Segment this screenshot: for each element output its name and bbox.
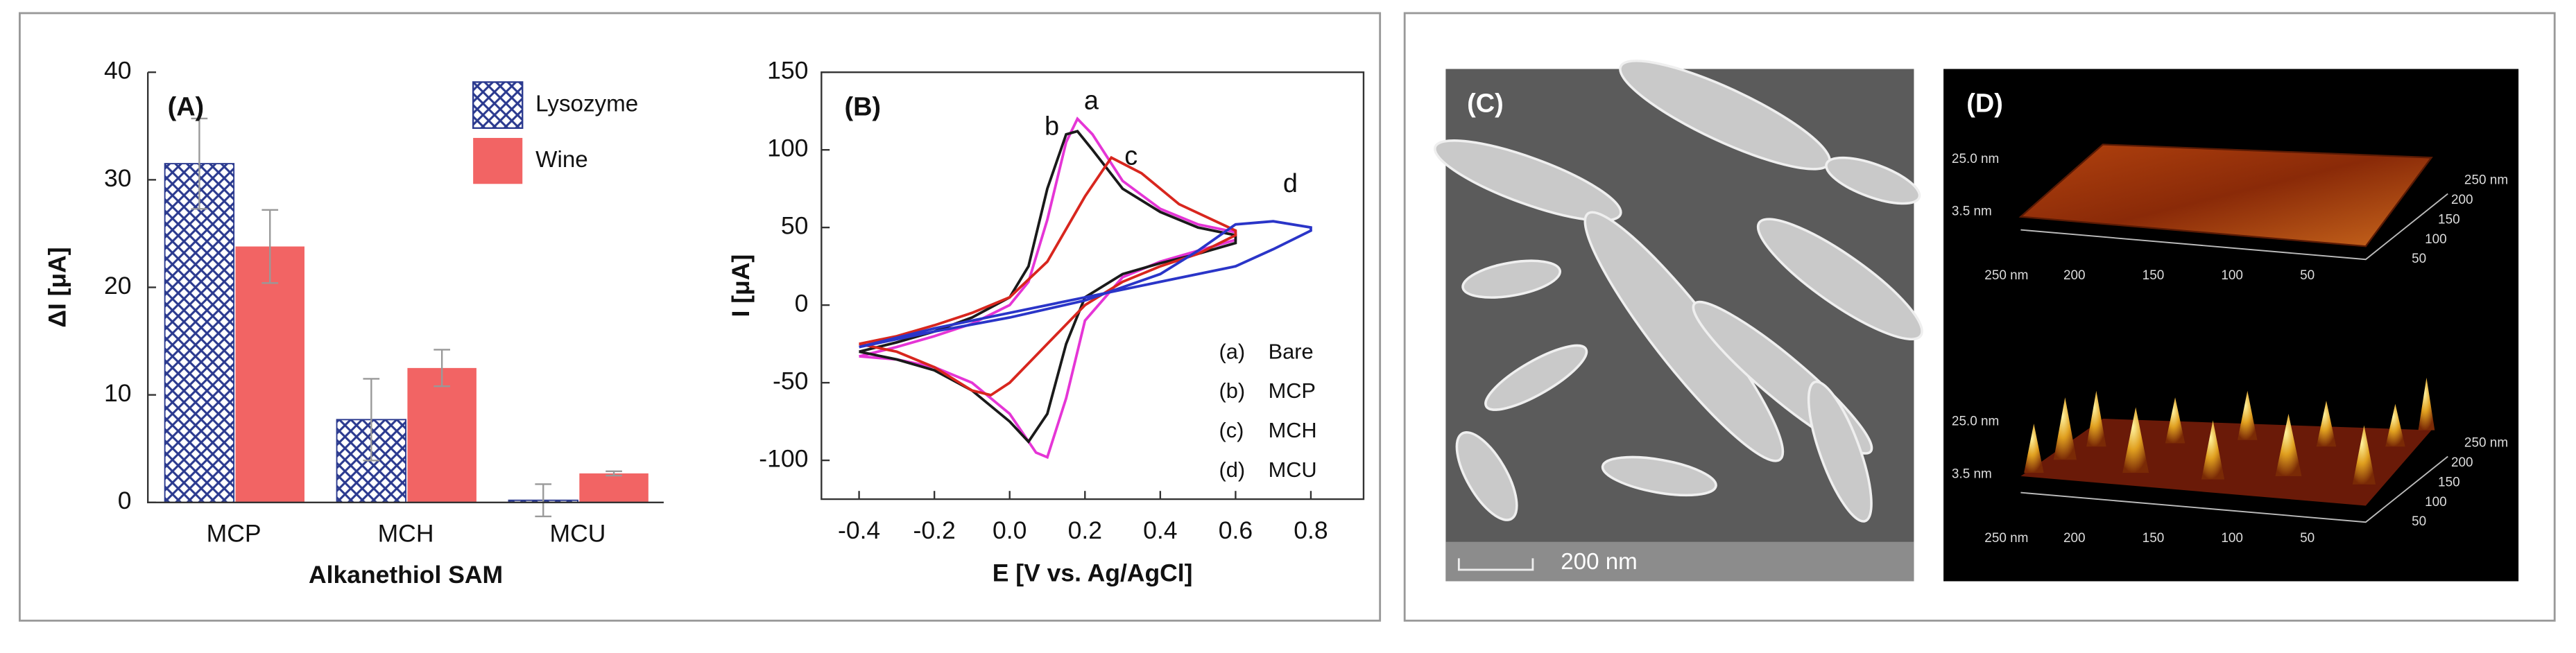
- afm-labels: 25.0 nm 3.5 nm 250 nm 200 150 100 50 250 nm 200 1…: [1952, 152, 2508, 546]
- afm-z-label: 25.0 nm: [1952, 152, 1999, 166]
- afm-y-label: 150: [2438, 475, 2460, 489]
- curve-label: c: [1124, 141, 1137, 171]
- error-bar: [191, 117, 208, 210]
- afm-z-label: 25.0 nm: [1952, 415, 1999, 429]
- panel-label: (D): [1966, 89, 2003, 119]
- panel-label: (C): [1467, 89, 1504, 119]
- legend-label: MCP: [1269, 378, 1316, 403]
- legend-label: Lysozyme: [535, 91, 638, 116]
- afm-x-label: 100: [2221, 531, 2243, 546]
- afm-axes: [2020, 455, 2448, 523]
- x-tick-label: MCH: [378, 520, 434, 548]
- x-tick-label: 0.0: [993, 516, 1027, 544]
- curve-label: d: [1283, 169, 1298, 198]
- x-axis-label: E [V vs. Ag/AgCl]: [993, 559, 1193, 586]
- y-tick-label: 0: [795, 290, 809, 317]
- panel-label: (A): [168, 92, 205, 121]
- afm-y-label: 150: [2438, 212, 2460, 227]
- x-tick-label: -0.2: [913, 516, 956, 544]
- y-tick-label: 0: [118, 487, 132, 514]
- y-tick-label: 150: [767, 57, 808, 85]
- afm-y-label: 100: [2425, 495, 2447, 510]
- y-tick-label: 20: [104, 272, 132, 299]
- panel-label: (B): [844, 92, 881, 121]
- error-bar: [363, 378, 380, 462]
- legend-key: (c): [1219, 418, 1244, 442]
- afm-y-label: 50: [2412, 252, 2426, 266]
- afm-spikes: [2024, 377, 2435, 485]
- legend-label: MCH: [1269, 418, 1317, 442]
- legend-swatch: [473, 137, 523, 184]
- error-bar: [535, 483, 552, 518]
- x-tick-label: 0.6: [1219, 516, 1253, 544]
- legend-label: Bare: [1269, 339, 1314, 363]
- bar: [407, 367, 476, 503]
- afm-x-label: 200: [2063, 268, 2086, 283]
- y-axis-label: I [μA]: [727, 254, 755, 317]
- afm-x-label: 250 nm: [1984, 268, 2028, 283]
- x-tick-label: MCP: [207, 520, 261, 548]
- afm-y-label: 250 nm: [2464, 436, 2508, 451]
- sem-image: 200 nm (C): [1434, 59, 1923, 582]
- y-tick-label: 10: [104, 379, 132, 407]
- afm-y-label: 250 nm: [2464, 173, 2508, 188]
- afm-y-label: 200: [2451, 455, 2473, 470]
- legend-key: (d): [1219, 458, 1246, 482]
- afm-axes: [2020, 193, 2448, 261]
- error-bar: [433, 349, 451, 388]
- afm-x-label: 250 nm: [1984, 531, 2028, 546]
- afm-x-label: 100: [2221, 268, 2243, 283]
- legend-swatch: [472, 81, 524, 129]
- x-tick-label: 0.4: [1143, 516, 1177, 544]
- afm-x-label: 50: [2300, 268, 2315, 283]
- afm-y-label: 200: [2451, 193, 2473, 207]
- plot-frame: [821, 71, 1365, 500]
- y-tick-label: -50: [773, 367, 808, 394]
- x-tick-label: 0.2: [1068, 516, 1102, 544]
- sem-crystals: [1434, 59, 1923, 523]
- x-tick-label: MCU: [550, 520, 606, 548]
- bar: [579, 473, 649, 503]
- bar: [235, 246, 304, 503]
- legend-label: MCU: [1269, 458, 1317, 482]
- bar: [164, 163, 235, 503]
- curve-label: b: [1045, 112, 1059, 141]
- afm-x-label: 50: [2300, 531, 2315, 546]
- x-tick-label: -0.4: [838, 516, 880, 544]
- x-axis-label: Alkanethiol SAM: [309, 561, 503, 589]
- afm-x-label: 150: [2143, 531, 2165, 546]
- x-tick-label: 0.8: [1294, 516, 1328, 544]
- legend-key: (b): [1219, 378, 1246, 403]
- afm-surface: [2018, 143, 2433, 247]
- afm-x-label: 150: [2143, 268, 2165, 283]
- afm-z-label: 3.5 nm: [1952, 204, 1992, 219]
- afm-image: (D) 25.0 nm 3.5 nm 250 nm 200 150 100 50 250 nm…: [1943, 69, 2519, 582]
- chart-b: -100 -50 0 50 100 150 -0.4 -0.2 0.0 0.2 0.4 0.6 0.8 a…: [727, 57, 1365, 586]
- chart-a: 0 10 20 30 40 MCP MCH MCU Alkanethiol SAM ΔI [μA]…: [44, 57, 664, 589]
- y-axis-label: ΔI [μA]: [44, 247, 71, 327]
- afm-z-label: 3.5 nm: [1952, 467, 1992, 482]
- afm-y-label: 50: [2412, 514, 2426, 529]
- afm-x-label: 200: [2063, 531, 2086, 546]
- afm-y-label: 100: [2425, 232, 2447, 247]
- legend-label: Wine: [535, 147, 588, 173]
- scale-bar: [1457, 558, 1534, 571]
- error-bar: [261, 209, 279, 284]
- cv-curve: [859, 155, 1237, 397]
- scale-strip: [1445, 541, 1914, 582]
- curve-label: a: [1084, 87, 1099, 116]
- y-tick-label: 50: [781, 212, 809, 240]
- legend-key: (a): [1219, 339, 1246, 363]
- y-tick-label: -100: [759, 444, 808, 472]
- y-tick-label: 40: [104, 57, 132, 85]
- cv-curve: [859, 220, 1312, 349]
- axes: [146, 72, 664, 503]
- error-bar: [606, 470, 622, 477]
- scale-label: 200 nm: [1561, 549, 1638, 575]
- y-tick-label: 100: [767, 134, 808, 162]
- y-tick-label: 30: [104, 164, 132, 192]
